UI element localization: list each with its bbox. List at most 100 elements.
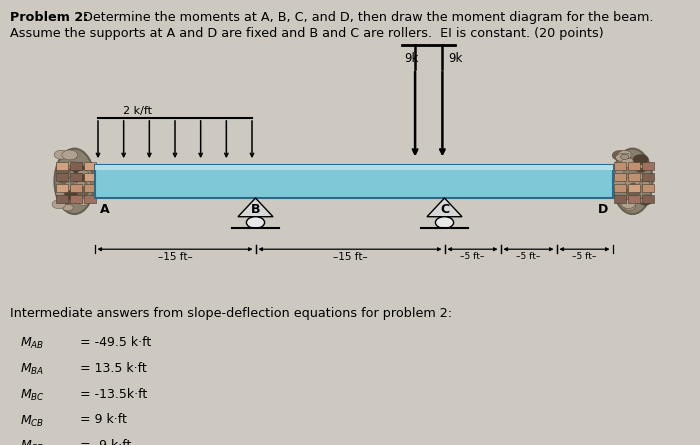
Circle shape xyxy=(68,162,75,166)
Circle shape xyxy=(76,181,86,187)
Text: $\mathit{M}_{AB}$: $\mathit{M}_{AB}$ xyxy=(20,336,44,351)
Bar xyxy=(628,173,640,181)
Circle shape xyxy=(69,175,77,180)
Bar xyxy=(55,184,68,192)
Circle shape xyxy=(56,166,70,175)
Circle shape xyxy=(609,180,626,190)
Polygon shape xyxy=(238,198,273,217)
Text: Determine the moments at A, B, C, and D, then draw the moment diagram for the be: Determine the moments at A, B, C, and D,… xyxy=(75,11,653,24)
Bar xyxy=(83,173,96,181)
Circle shape xyxy=(636,166,646,172)
Circle shape xyxy=(622,200,636,209)
Text: = -49.5 k·ft: = -49.5 k·ft xyxy=(80,336,152,349)
Circle shape xyxy=(435,217,454,228)
Text: $\mathit{M}_{BC}$: $\mathit{M}_{BC}$ xyxy=(20,388,45,403)
Circle shape xyxy=(74,179,86,187)
Circle shape xyxy=(621,154,628,159)
Circle shape xyxy=(629,163,635,168)
Circle shape xyxy=(636,164,643,169)
Bar xyxy=(83,184,96,192)
Circle shape xyxy=(74,187,88,197)
Circle shape xyxy=(612,150,628,161)
Text: 2 k/ft: 2 k/ft xyxy=(122,106,151,116)
Bar xyxy=(628,184,640,192)
Circle shape xyxy=(624,177,640,187)
Text: –5 ft–: –5 ft– xyxy=(573,252,596,261)
Circle shape xyxy=(630,183,636,186)
Text: $\mathit{M}_{CD}$: $\mathit{M}_{CD}$ xyxy=(20,439,45,445)
Bar xyxy=(55,162,68,170)
Bar xyxy=(642,195,654,203)
Circle shape xyxy=(622,153,631,159)
Circle shape xyxy=(62,150,78,160)
Ellipse shape xyxy=(612,149,652,214)
Circle shape xyxy=(55,191,64,196)
Circle shape xyxy=(636,182,644,187)
Circle shape xyxy=(54,150,68,159)
Text: = 9 k·ft: = 9 k·ft xyxy=(80,413,127,426)
Text: 9k: 9k xyxy=(448,52,462,65)
Circle shape xyxy=(81,169,96,178)
Circle shape xyxy=(246,217,265,228)
Bar xyxy=(69,162,82,170)
Text: –15 ft–: –15 ft– xyxy=(158,252,192,262)
Bar xyxy=(55,195,68,203)
Text: 9k: 9k xyxy=(405,52,419,65)
Circle shape xyxy=(73,165,87,174)
Text: Intermediate answers from slope-deflection equations for problem 2:: Intermediate answers from slope-deflecti… xyxy=(10,307,452,320)
Text: A: A xyxy=(100,203,110,216)
Bar xyxy=(642,184,654,192)
Circle shape xyxy=(52,200,66,209)
Circle shape xyxy=(60,179,67,184)
Circle shape xyxy=(62,181,67,185)
Circle shape xyxy=(615,169,624,174)
Bar xyxy=(642,173,654,181)
Circle shape xyxy=(57,182,73,191)
Bar xyxy=(614,173,626,181)
Bar xyxy=(642,162,654,170)
Circle shape xyxy=(624,174,631,178)
Bar xyxy=(69,173,82,181)
Circle shape xyxy=(76,180,91,190)
Circle shape xyxy=(630,173,643,181)
Bar xyxy=(94,165,612,198)
Circle shape xyxy=(76,187,82,191)
Circle shape xyxy=(73,174,87,183)
Bar xyxy=(69,184,82,192)
Text: B: B xyxy=(251,203,260,216)
Circle shape xyxy=(624,203,636,210)
Text: = -13.5k·ft: = -13.5k·ft xyxy=(80,388,148,400)
Text: $\mathit{M}_{BA}$: $\mathit{M}_{BA}$ xyxy=(20,362,44,377)
Text: –15 ft–: –15 ft– xyxy=(332,252,368,262)
Text: D: D xyxy=(598,203,608,216)
Circle shape xyxy=(616,154,628,162)
Circle shape xyxy=(63,185,74,192)
Circle shape xyxy=(627,191,636,198)
Text: Problem 2:: Problem 2: xyxy=(10,11,88,24)
Circle shape xyxy=(63,204,74,211)
Text: $\mathit{M}_{CB}$: $\mathit{M}_{CB}$ xyxy=(20,413,44,429)
Circle shape xyxy=(643,194,649,198)
Text: = -9 k·ft: = -9 k·ft xyxy=(80,439,132,445)
Bar xyxy=(55,173,68,181)
Circle shape xyxy=(640,198,648,203)
Bar xyxy=(614,184,626,192)
Bar xyxy=(614,195,626,203)
Circle shape xyxy=(78,199,89,206)
Circle shape xyxy=(617,150,632,160)
Text: Assume the supports at A and D are fixed and B and C are rollers.  EI is constan: Assume the supports at A and D are fixed… xyxy=(10,27,603,40)
Bar xyxy=(628,162,640,170)
Circle shape xyxy=(66,193,78,200)
Circle shape xyxy=(621,158,636,167)
Circle shape xyxy=(642,181,650,186)
Circle shape xyxy=(73,180,88,190)
Text: –5 ft–: –5 ft– xyxy=(517,252,540,261)
Circle shape xyxy=(626,187,641,196)
Circle shape xyxy=(59,198,70,206)
Bar xyxy=(69,195,82,203)
Bar xyxy=(83,195,96,203)
Circle shape xyxy=(78,170,92,178)
Circle shape xyxy=(640,198,652,205)
Circle shape xyxy=(60,196,66,200)
Circle shape xyxy=(633,154,648,164)
